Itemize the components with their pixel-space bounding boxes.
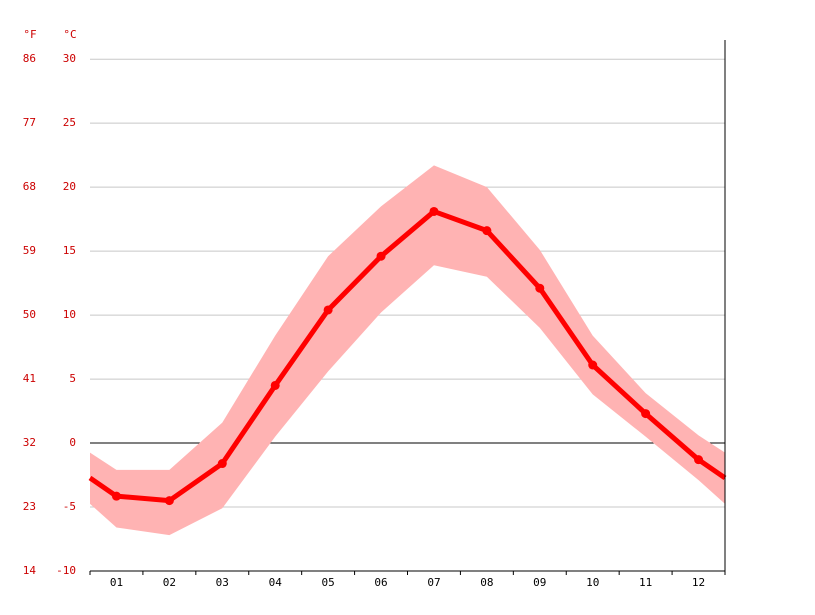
y-tick-label: -5 (63, 500, 76, 513)
x-tick-label: 02 (163, 576, 176, 589)
y-tick-label: 15 (63, 244, 76, 257)
y-tick-label: 5 (69, 372, 76, 385)
y-tick-label: 30 (63, 52, 76, 65)
x-tick-label: 12 (692, 576, 705, 589)
y2-tick-label: 14 (23, 564, 37, 577)
c-unit-label: °C (63, 28, 76, 41)
point (376, 251, 386, 261)
point (535, 283, 545, 293)
x-tick-label: 11 (639, 576, 652, 589)
y2-tick-label: 86 (23, 52, 36, 65)
x-tick-label: 01 (110, 576, 123, 589)
y-tick-label: -10 (56, 564, 76, 577)
y-tick-label: 10 (63, 308, 76, 321)
point (482, 226, 492, 236)
point (164, 496, 174, 506)
y2-tick-label: 59 (23, 244, 36, 257)
y2-tick-label: 41 (23, 372, 36, 385)
point (641, 409, 651, 419)
point (429, 206, 439, 216)
x-tick-label: 10 (586, 576, 599, 589)
y2-tick-label: 68 (23, 180, 36, 193)
x-tick-label: 08 (480, 576, 493, 589)
mean-line (88, 208, 727, 504)
x-tick-label: 09 (533, 576, 546, 589)
x-tick-label: 07 (427, 576, 440, 589)
point (694, 455, 704, 465)
y-tick-label: 25 (63, 116, 76, 129)
y2-tick-label: 32 (23, 436, 36, 449)
point (270, 380, 280, 390)
y2-tick-label: 77 (23, 116, 36, 129)
x-tick-label: 05 (322, 576, 335, 589)
x-tick-label: 04 (269, 576, 283, 589)
point (111, 491, 121, 501)
y2-tick-label: 50 (23, 308, 36, 321)
y-tick-label: 20 (63, 180, 76, 193)
y-tick-label: 0 (69, 436, 76, 449)
x-tick-label: 03 (216, 576, 229, 589)
f-unit-label: °F (23, 28, 36, 41)
point (217, 459, 227, 469)
range-band (90, 165, 725, 536)
y2-tick-label: 23 (23, 500, 36, 513)
x-tick-label: 06 (374, 576, 387, 589)
point (588, 360, 598, 370)
point (323, 305, 333, 315)
